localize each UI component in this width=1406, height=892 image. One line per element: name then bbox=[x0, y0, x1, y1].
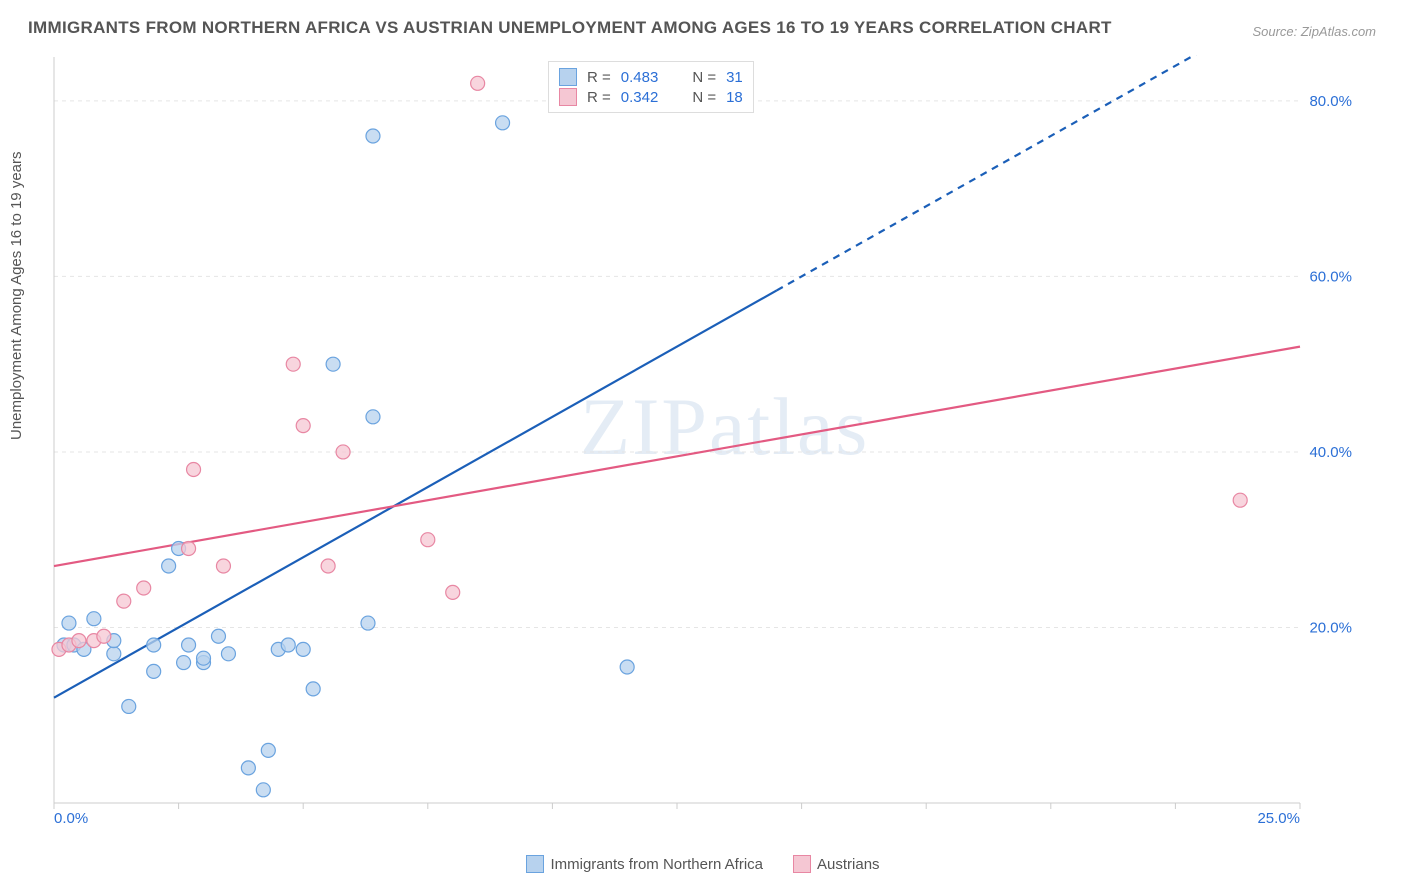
y-axis-label: Unemployment Among Ages 16 to 19 years bbox=[8, 151, 25, 440]
page-title: IMMIGRANTS FROM NORTHERN AFRICA VS AUSTR… bbox=[28, 18, 1112, 38]
legend-item: Austrians bbox=[793, 855, 880, 873]
svg-text:25.0%: 25.0% bbox=[1257, 810, 1300, 825]
legend-label: Austrians bbox=[817, 856, 880, 873]
scatter-chart: 20.0% 40.0% 60.0% 80.0% 0.0% 25.0% bbox=[48, 55, 1358, 825]
legend-swatch-icon bbox=[526, 855, 544, 873]
legend-swatch-icon bbox=[559, 68, 577, 86]
bottom-legend: Immigrants from Northern Africa Austrian… bbox=[48, 855, 1358, 873]
svg-text:20.0%: 20.0% bbox=[1309, 619, 1352, 636]
legend-swatch-icon bbox=[559, 88, 577, 106]
svg-text:60.0%: 60.0% bbox=[1309, 268, 1352, 285]
legend-item: Immigrants from Northern Africa bbox=[526, 855, 763, 873]
stats-legend-row: R =0.483N =31 bbox=[559, 68, 743, 86]
svg-text:80.0%: 80.0% bbox=[1309, 93, 1352, 110]
stats-legend-row: R =0.342N =18 bbox=[559, 88, 743, 106]
source-label: Source: ZipAtlas.com bbox=[1252, 24, 1376, 39]
stats-legend: R =0.483N =31 R =0.342N =18 bbox=[548, 61, 754, 113]
legend-swatch-icon bbox=[793, 855, 811, 873]
svg-text:0.0%: 0.0% bbox=[54, 810, 88, 825]
legend-label: Immigrants from Northern Africa bbox=[550, 856, 763, 873]
svg-text:40.0%: 40.0% bbox=[1309, 444, 1352, 461]
